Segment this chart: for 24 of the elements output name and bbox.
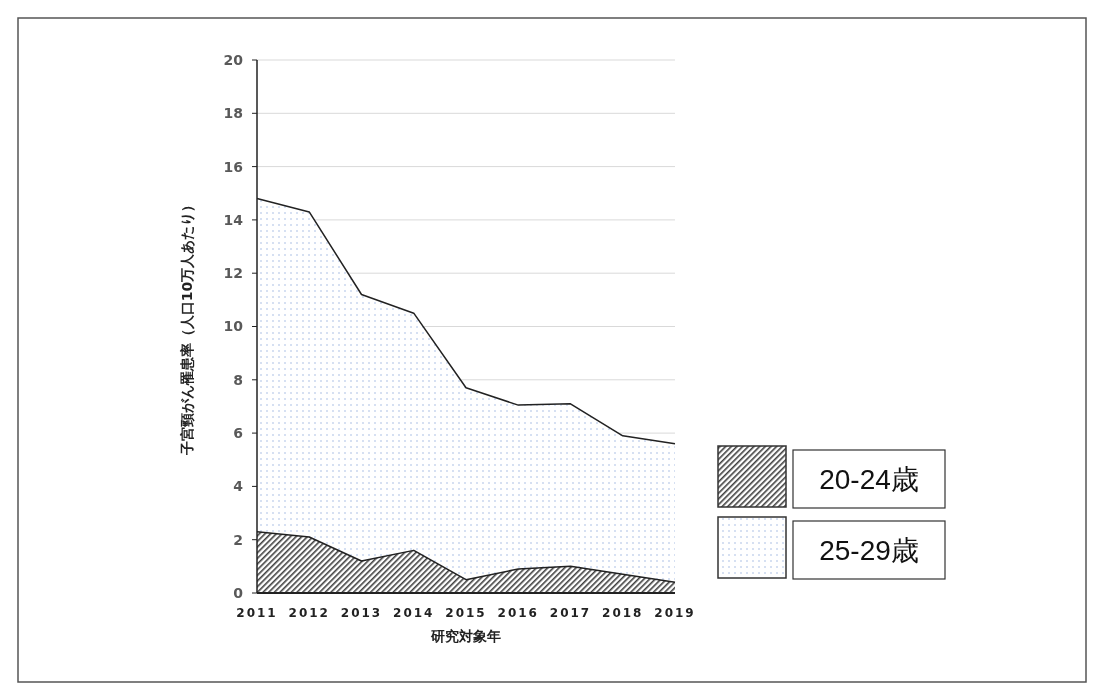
- y-tick-label: 2: [233, 531, 243, 548]
- legend-label: 20-24歳: [819, 463, 919, 495]
- x-tick-label: 2016: [497, 606, 539, 620]
- x-tick-label: 2013: [340, 606, 383, 620]
- y-tick-label: 10: [223, 318, 244, 335]
- x-tick-label: 2019: [654, 606, 696, 620]
- y-tick-label: 0: [233, 584, 244, 601]
- y-tick-label: 12: [223, 265, 243, 282]
- x-tick-label: 2017: [549, 606, 592, 620]
- y-tick-label: 16: [223, 158, 243, 175]
- x-tick-label: 2018: [602, 606, 644, 620]
- x-tick-label: 2014: [393, 606, 435, 620]
- y-tick-label: 6: [233, 425, 243, 441]
- x-axis-title: 研究対象年: [430, 628, 501, 644]
- y-axis-title: 子宮頸がん罹患率（人口10万人あたり）: [179, 197, 195, 457]
- y-tick-label: 20: [223, 51, 244, 68]
- x-tick-label: 2011: [236, 606, 278, 620]
- y-tick-label: 4: [233, 478, 244, 495]
- y-tick-label: 18: [223, 105, 243, 122]
- legend-label: 25-29歳: [819, 534, 919, 566]
- x-tick-label: 2012: [288, 606, 330, 620]
- x-tick-label: 2015: [445, 606, 487, 620]
- y-tick-label: 8: [233, 371, 243, 388]
- y-tick-label: 14: [223, 211, 244, 228]
